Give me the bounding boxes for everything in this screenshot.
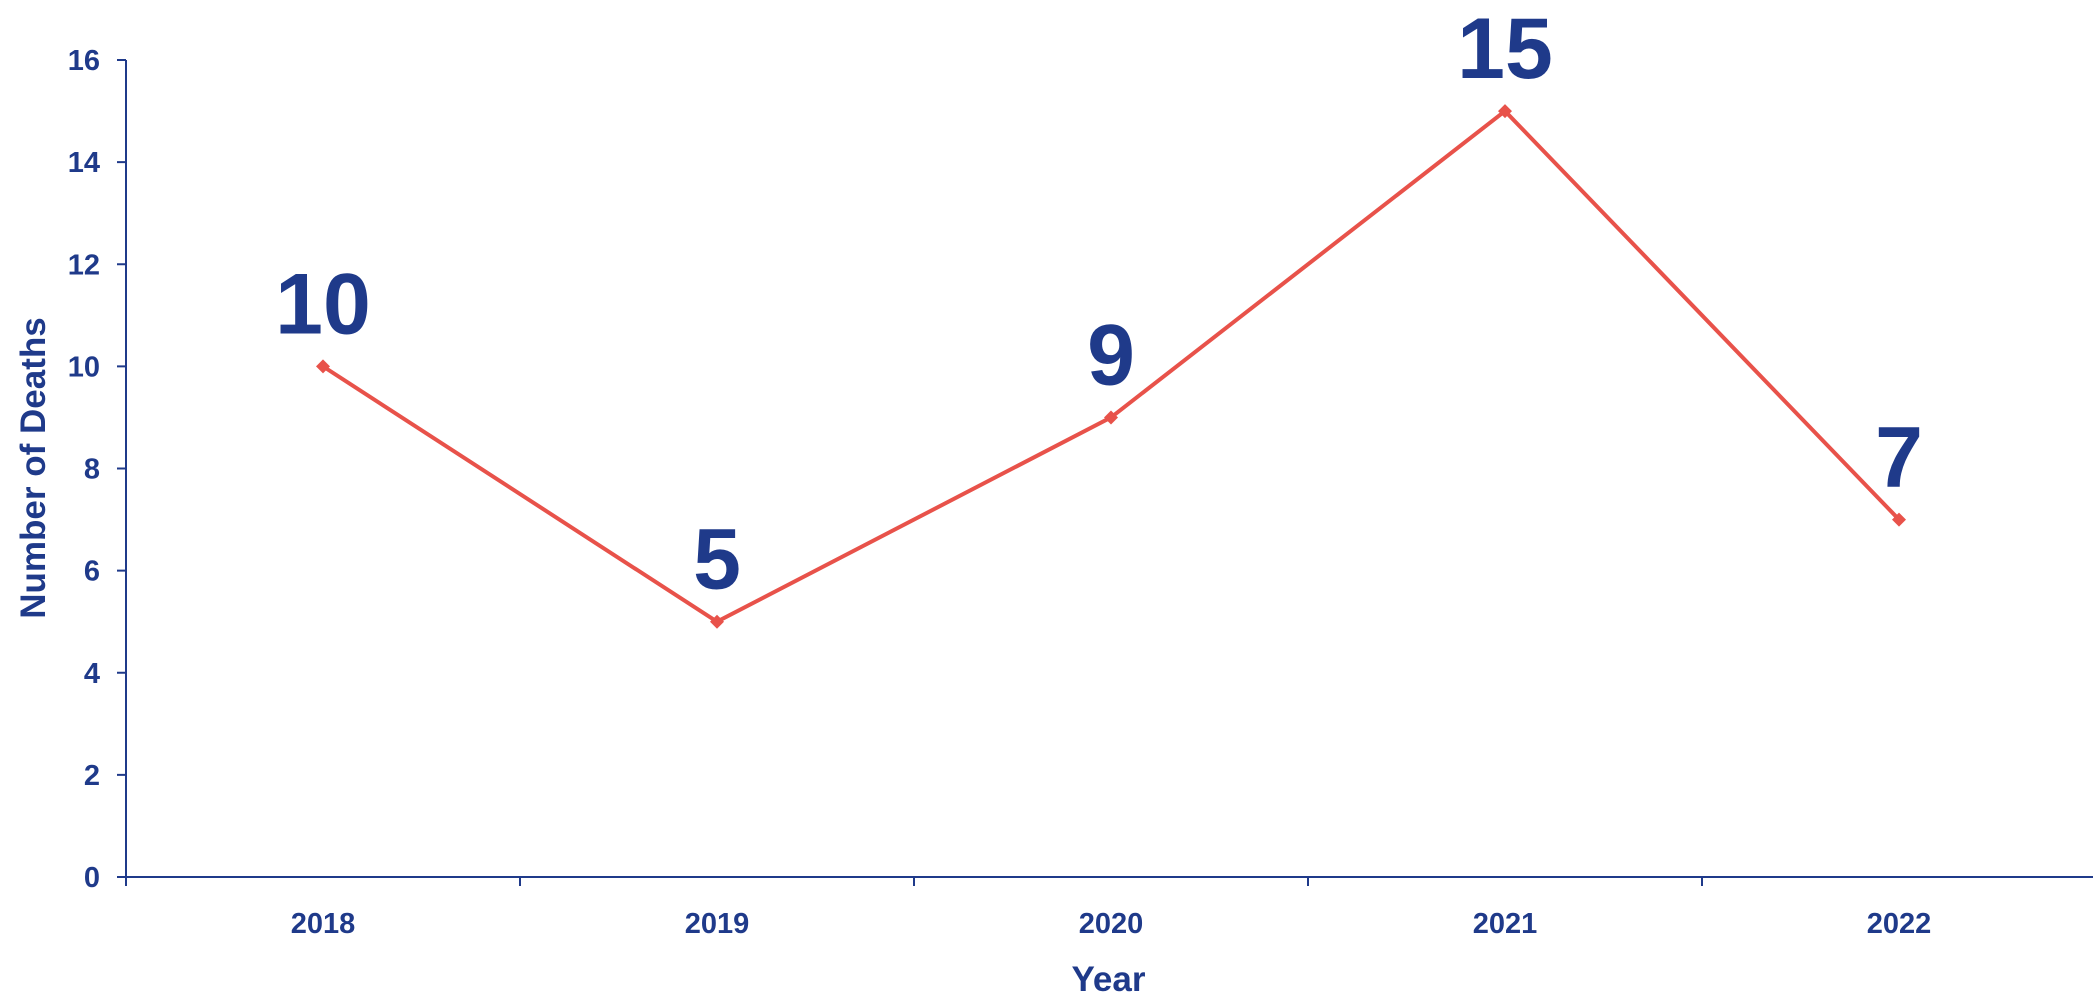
- data-point: [1892, 512, 1906, 527]
- data-label: 7: [1875, 410, 1923, 506]
- x-tick-label: 2022: [1867, 908, 1932, 940]
- y-tick-label: 12: [68, 249, 100, 281]
- x-axis-title: Year: [1072, 960, 1146, 997]
- data-labels: 10 5 9 15 7: [275, 1, 1923, 608]
- data-points: [316, 104, 1906, 629]
- x-axis-ticks: 2018 2019 2020 2021 2022: [125, 877, 1932, 940]
- data-label: 15: [1457, 1, 1553, 97]
- y-axis-ticks: 0 2 4 6 8 10 12 14 16: [68, 45, 126, 894]
- x-tick-label: 2021: [1473, 908, 1538, 940]
- data-point: [1104, 410, 1118, 425]
- y-tick-label: 10: [68, 351, 100, 383]
- data-point: [316, 359, 330, 374]
- y-tick-label: 6: [84, 556, 100, 588]
- y-tick-label: 14: [68, 147, 100, 179]
- data-label: 9: [1087, 307, 1135, 403]
- x-tick-label: 2019: [685, 908, 750, 940]
- data-label: 5: [693, 512, 741, 608]
- y-axis-title: Number of Deaths: [14, 317, 53, 618]
- x-tick-label: 2018: [291, 908, 356, 940]
- data-label: 10: [275, 256, 371, 352]
- y-tick-label: 0: [84, 862, 100, 894]
- y-tick-label: 2: [84, 760, 100, 792]
- x-tick-label: 2020: [1079, 908, 1144, 940]
- y-tick-label: 8: [84, 454, 100, 486]
- y-tick-label: 16: [68, 45, 100, 77]
- data-point: [1498, 104, 1512, 119]
- data-point: [710, 614, 724, 629]
- y-tick-label: 4: [84, 658, 100, 690]
